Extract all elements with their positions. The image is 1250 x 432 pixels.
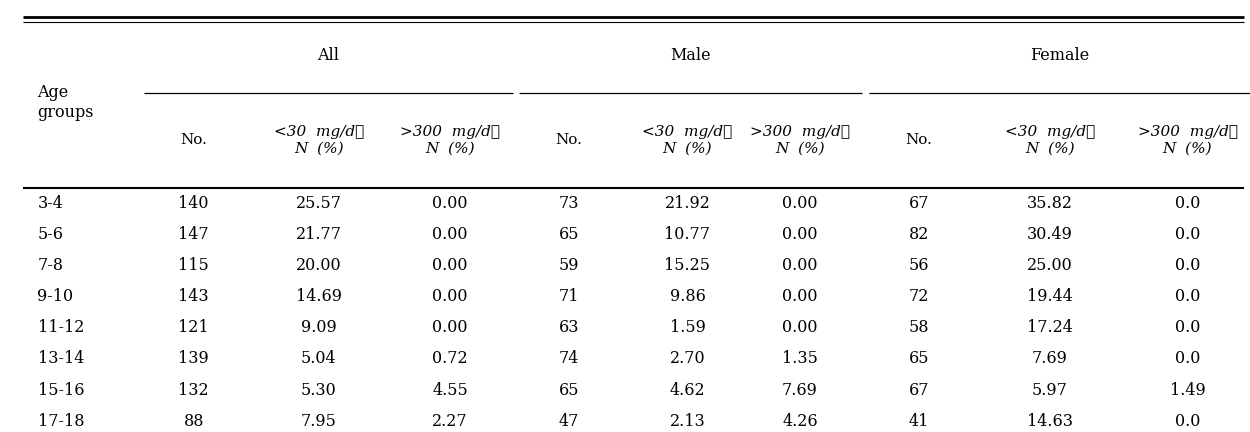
Text: 4.26: 4.26	[782, 413, 818, 430]
Text: 1.49: 1.49	[1170, 381, 1205, 399]
Text: 5-6: 5-6	[38, 226, 64, 243]
Text: Age
groups: Age groups	[38, 84, 94, 121]
Text: 21.77: 21.77	[296, 226, 341, 243]
Text: 35.82: 35.82	[1028, 195, 1072, 212]
Text: No.: No.	[555, 133, 582, 147]
Text: 115: 115	[179, 257, 209, 274]
Text: 7.69: 7.69	[782, 381, 818, 399]
Text: 65: 65	[909, 350, 929, 368]
Text: 21.92: 21.92	[665, 195, 710, 212]
Text: 3-4: 3-4	[38, 195, 64, 212]
Text: 0.00: 0.00	[782, 257, 818, 274]
Text: 0.0: 0.0	[1175, 413, 1200, 430]
Text: 65: 65	[559, 381, 579, 399]
Text: 73: 73	[559, 195, 579, 212]
Text: 0.00: 0.00	[782, 319, 818, 337]
Text: 0.72: 0.72	[432, 350, 468, 368]
Text: 2.70: 2.70	[670, 350, 705, 368]
Text: 41: 41	[909, 413, 929, 430]
Text: 14.69: 14.69	[296, 288, 341, 305]
Text: 11-12: 11-12	[38, 319, 84, 337]
Text: <30  mg/dℓ
N  (%): <30 mg/dℓ N (%)	[1005, 125, 1095, 156]
Text: 25.57: 25.57	[296, 195, 341, 212]
Text: Male: Male	[670, 47, 711, 64]
Text: 0.0: 0.0	[1175, 288, 1200, 305]
Text: 65: 65	[559, 226, 579, 243]
Text: 56: 56	[909, 257, 929, 274]
Text: 147: 147	[179, 226, 209, 243]
Text: 140: 140	[179, 195, 209, 212]
Text: 59: 59	[559, 257, 579, 274]
Text: 1.59: 1.59	[670, 319, 705, 337]
Text: 15.25: 15.25	[665, 257, 710, 274]
Text: 30.49: 30.49	[1028, 226, 1072, 243]
Text: 143: 143	[179, 288, 209, 305]
Text: 71: 71	[559, 288, 579, 305]
Text: 5.97: 5.97	[1032, 381, 1068, 399]
Text: 0.00: 0.00	[782, 288, 818, 305]
Text: 4.62: 4.62	[670, 381, 705, 399]
Text: 5.04: 5.04	[301, 350, 336, 368]
Text: 5.30: 5.30	[301, 381, 336, 399]
Text: 25.00: 25.00	[1028, 257, 1072, 274]
Text: 67: 67	[909, 381, 929, 399]
Text: 0.0: 0.0	[1175, 319, 1200, 337]
Text: 139: 139	[179, 350, 209, 368]
Text: 0.00: 0.00	[782, 195, 818, 212]
Text: All: All	[318, 47, 339, 64]
Text: 9.86: 9.86	[670, 288, 705, 305]
Text: 0.00: 0.00	[432, 257, 468, 274]
Text: 1.35: 1.35	[782, 350, 818, 368]
Text: 2.13: 2.13	[670, 413, 705, 430]
Text: 19.44: 19.44	[1028, 288, 1072, 305]
Text: 0.0: 0.0	[1175, 257, 1200, 274]
Text: 0.0: 0.0	[1175, 350, 1200, 368]
Text: No.: No.	[905, 133, 932, 147]
Text: Female: Female	[1030, 47, 1089, 64]
Text: 0.0: 0.0	[1175, 226, 1200, 243]
Text: 0.0: 0.0	[1175, 195, 1200, 212]
Text: 14.63: 14.63	[1028, 413, 1072, 430]
Text: 63: 63	[559, 319, 579, 337]
Text: 17.24: 17.24	[1028, 319, 1072, 337]
Text: 4.55: 4.55	[432, 381, 468, 399]
Text: 20.00: 20.00	[296, 257, 341, 274]
Text: No.: No.	[180, 133, 208, 147]
Text: 72: 72	[909, 288, 929, 305]
Text: 82: 82	[909, 226, 929, 243]
Text: >300  mg/dℓ
N  (%): >300 mg/dℓ N (%)	[750, 125, 850, 156]
Text: 9.09: 9.09	[301, 319, 336, 337]
Text: 0.00: 0.00	[782, 226, 818, 243]
Text: 88: 88	[184, 413, 204, 430]
Text: 9-10: 9-10	[38, 288, 74, 305]
Text: 121: 121	[179, 319, 209, 337]
Text: 7.69: 7.69	[1032, 350, 1068, 368]
Text: 17-18: 17-18	[38, 413, 84, 430]
Text: <30  mg/dℓ
N  (%): <30 mg/dℓ N (%)	[642, 125, 732, 156]
Text: 2.27: 2.27	[432, 413, 468, 430]
Text: 7.95: 7.95	[301, 413, 336, 430]
Text: >300  mg/dℓ
N  (%): >300 mg/dℓ N (%)	[400, 125, 500, 156]
Text: 132: 132	[179, 381, 209, 399]
Text: 0.00: 0.00	[432, 226, 468, 243]
Text: 0.00: 0.00	[432, 319, 468, 337]
Text: 0.00: 0.00	[432, 195, 468, 212]
Text: 7-8: 7-8	[38, 257, 64, 274]
Text: 15-16: 15-16	[38, 381, 84, 399]
Text: 67: 67	[909, 195, 929, 212]
Text: 58: 58	[909, 319, 929, 337]
Text: 10.77: 10.77	[665, 226, 710, 243]
Text: 13-14: 13-14	[38, 350, 84, 368]
Text: <30  mg/dℓ
N  (%): <30 mg/dℓ N (%)	[274, 125, 364, 156]
Text: 0.00: 0.00	[432, 288, 468, 305]
Text: 47: 47	[559, 413, 579, 430]
Text: >300  mg/dℓ
N  (%): >300 mg/dℓ N (%)	[1138, 125, 1238, 156]
Text: 74: 74	[559, 350, 579, 368]
